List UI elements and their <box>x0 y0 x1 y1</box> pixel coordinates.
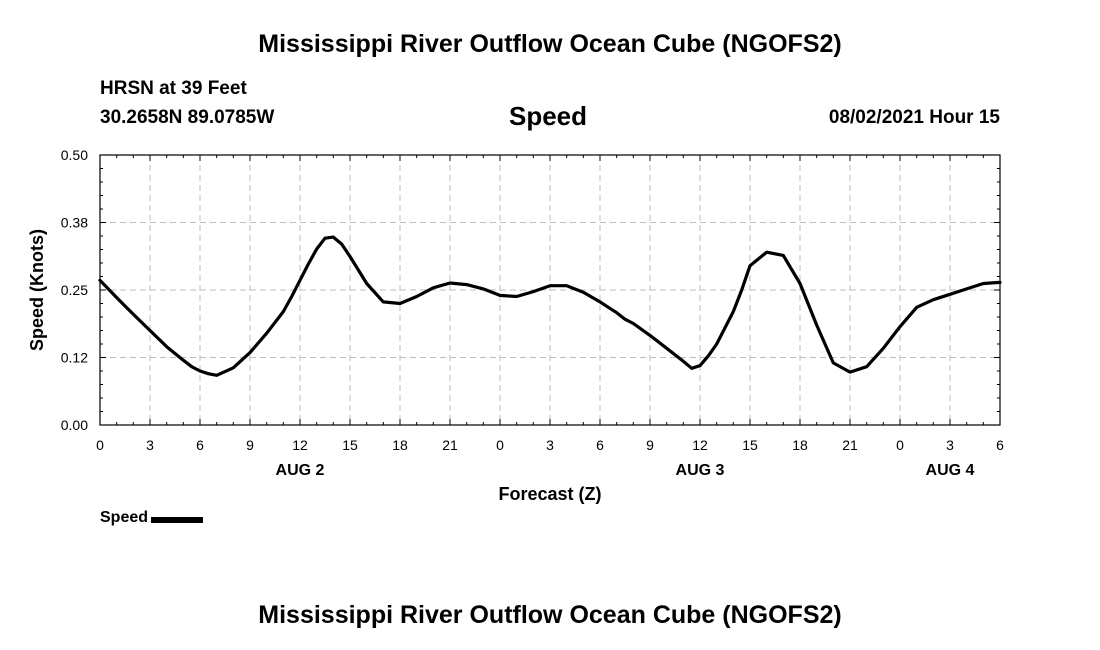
x-tick-label: 6 <box>596 437 604 453</box>
x-tick-label: 9 <box>246 437 254 453</box>
day-label: AUG 3 <box>676 462 725 479</box>
x-tick-label: 18 <box>392 437 408 453</box>
main-title: Mississippi River Outflow Ocean Cube (NG… <box>258 30 842 58</box>
station-label: HRSN at 39 Feet <box>100 78 247 99</box>
x-tick-label: 9 <box>646 437 654 453</box>
x-tick-label: 15 <box>742 437 758 453</box>
legend-swatch <box>151 517 204 523</box>
plot-frame <box>99 154 1001 426</box>
y-tick-label: 0.25 <box>61 282 88 298</box>
x-tick-label: 6 <box>996 437 1004 453</box>
station-coordinates: 30.2658N 89.0785W <box>100 107 275 128</box>
series-line-speed <box>98 235 1002 377</box>
x-tick-label: 12 <box>292 437 308 453</box>
chart-title: Speed <box>509 101 588 131</box>
forecast-datetime: 08/02/2021 Hour 15 <box>828 107 1000 128</box>
x-tick-label: 0 <box>496 437 504 453</box>
x-tick-label: 3 <box>146 437 154 453</box>
grid-lines <box>100 155 1000 425</box>
y-tick-label: 0.00 <box>61 417 88 433</box>
legend: Speed <box>100 509 204 527</box>
x-tick-label: 18 <box>792 437 808 453</box>
axis-labels: 0 3 6 9 12 15 18 21 0 3 6 9 12 15 18 21 0 3 6 0.00 0.12 0.25 0… <box>27 147 1004 504</box>
x-tick-label: 3 <box>546 437 554 453</box>
x-tick-label: 0 <box>896 437 904 453</box>
x-tick-label: 6 <box>196 437 204 453</box>
y-axis-title: Speed (Knots) <box>27 229 47 351</box>
x-tick-label: 21 <box>442 437 458 453</box>
x-axis-title: Forecast (Z) <box>498 484 601 504</box>
y-tick-label: 0.38 <box>61 215 88 231</box>
speed-chart: 0 3 6 9 12 15 18 21 0 3 6 9 12 15 18 21 0 3 6 0.00 0.12 0.25 0… <box>27 147 1004 504</box>
day-label: AUG 2 <box>276 462 325 479</box>
y-tick-label: 0.50 <box>61 147 88 163</box>
x-tick-label: 15 <box>342 437 358 453</box>
x-tick-label: 3 <box>946 437 954 453</box>
day-label: AUG 4 <box>926 462 975 479</box>
x-tick-label: 12 <box>692 437 708 453</box>
series-layer <box>98 235 1002 377</box>
y-tick-label: 0.12 <box>61 350 88 366</box>
footer-title: Mississippi River Outflow Ocean Cube (NG… <box>258 601 842 629</box>
legend-label: Speed <box>100 509 149 526</box>
x-tick-label: 21 <box>842 437 858 453</box>
x-tick-label: 0 <box>96 437 104 453</box>
